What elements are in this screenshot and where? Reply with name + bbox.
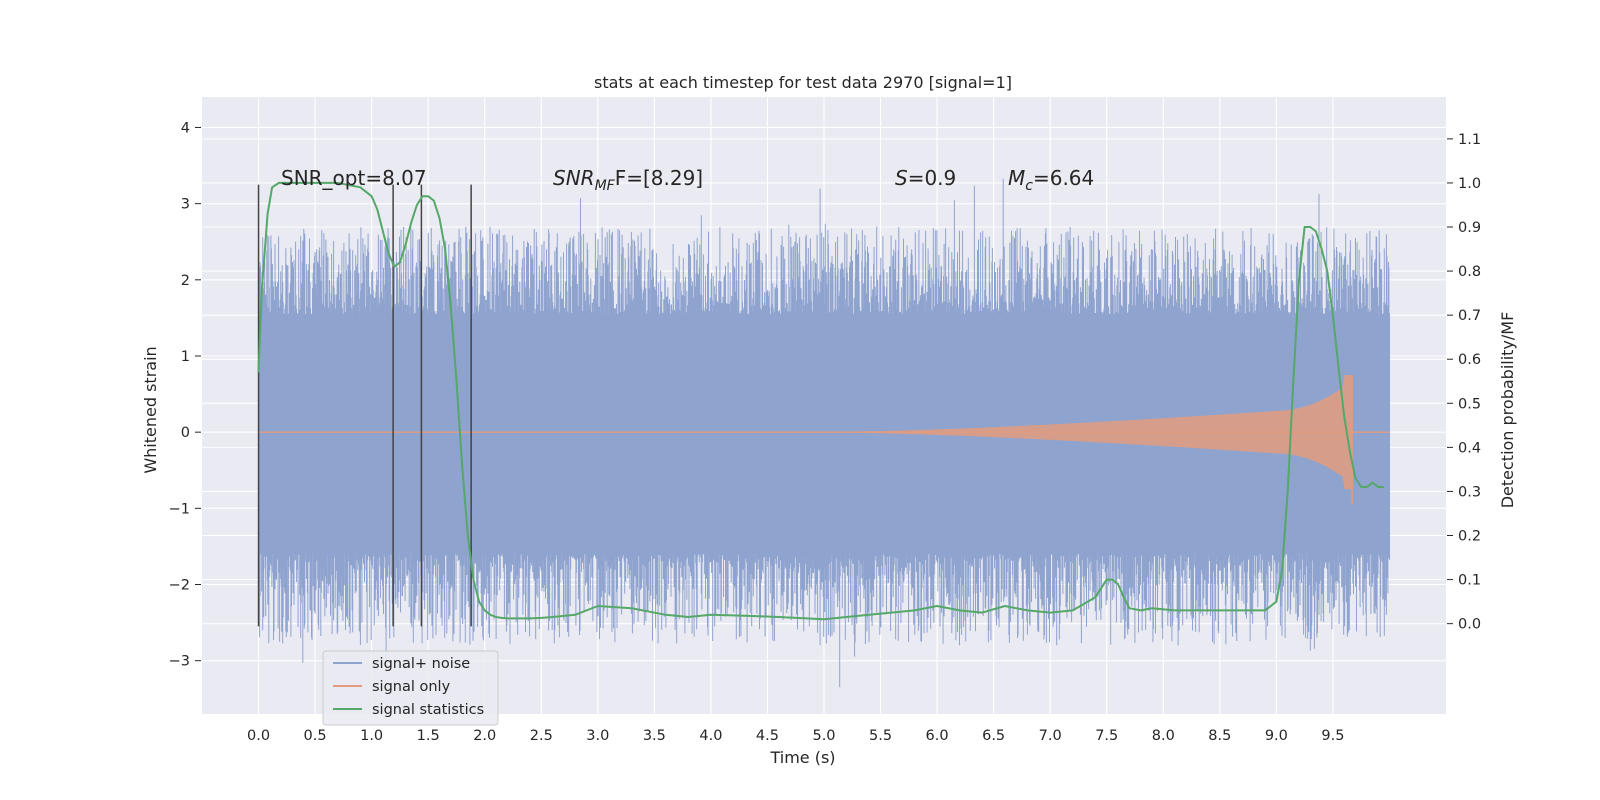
x-tick-label: 2.0 xyxy=(473,728,496,744)
chart-title: stats at each timestep for test data 297… xyxy=(594,73,1012,92)
legend-label-signal-statistics: signal statistics xyxy=(372,702,484,718)
x-tick-label: 1.5 xyxy=(417,728,440,744)
y2-tick-label: 0.9 xyxy=(1458,220,1481,236)
legend-label-signal-only: signal only xyxy=(372,679,451,695)
x-tick-label: 0.0 xyxy=(247,728,270,744)
x-tick-label: 3.0 xyxy=(586,728,609,744)
legend: signal+ noise signal only signal statist… xyxy=(322,650,499,726)
x-tick-label: 8.5 xyxy=(1208,728,1231,744)
x-tick-label: 2.5 xyxy=(530,728,553,744)
annotation-s-symbol: S xyxy=(895,166,908,190)
y-tick-label: −3 xyxy=(169,654,190,670)
y-tick-label: 2 xyxy=(181,273,190,289)
x-tick-label: 4.5 xyxy=(756,728,779,744)
annotation-s: S=0.9 xyxy=(895,166,956,190)
x-tick-label: 3.5 xyxy=(643,728,666,744)
x-axis-label: Time (s) xyxy=(769,748,835,767)
y-tick-label: −2 xyxy=(169,578,190,594)
y2-tick-label: 0.2 xyxy=(1458,529,1481,545)
x-tick-label: 0.5 xyxy=(304,728,327,744)
x-tick-label: 4.0 xyxy=(699,728,722,744)
y2-tick-label: 0.6 xyxy=(1458,352,1481,368)
annotation-snr-mf-main: SNR xyxy=(553,166,595,190)
x-tick-label: 8.0 xyxy=(1152,728,1175,744)
x-tick-label: 5.5 xyxy=(869,728,892,744)
y2-tick-label: 0.8 xyxy=(1458,264,1481,280)
y-tick-label: 4 xyxy=(181,120,190,136)
y-tick-label: −1 xyxy=(169,501,190,517)
x-tick-label: 5.0 xyxy=(812,728,835,744)
x-tick-label: 1.0 xyxy=(360,728,383,744)
y-axis-label: Whitened strain xyxy=(141,346,160,473)
y2-axis-label: Detection probability/MF xyxy=(1498,312,1517,509)
annotation-snr-mf: SNRMFF=[8.29] xyxy=(553,166,703,194)
x-tick-label: 9.5 xyxy=(1321,728,1344,744)
x-tick-label: 7.0 xyxy=(1039,728,1062,744)
annotation-mc: Mc=6.64 xyxy=(1008,166,1094,194)
annotation-mc-symbol: M xyxy=(1008,166,1025,190)
y2-tick-label: 0.5 xyxy=(1458,396,1481,412)
legend-box xyxy=(322,650,499,726)
y-tick-label: 0 xyxy=(181,425,190,441)
x-tick-label: 6.0 xyxy=(926,728,949,744)
y-tick-label: 3 xyxy=(181,197,190,213)
annotation-mc-value: =6.64 xyxy=(1033,166,1094,190)
signal-statistics-series xyxy=(257,181,1384,621)
y2-tick-label: 1.1 xyxy=(1458,132,1481,148)
x-tick-label: 9.0 xyxy=(1265,728,1288,744)
y2-tick-label: 0.4 xyxy=(1458,440,1481,456)
signal-only-envelope xyxy=(857,375,1353,490)
y2-tick-label: 0.7 xyxy=(1458,308,1481,324)
legend-label-signal-noise: signal+ noise xyxy=(372,656,470,672)
y2-tick-label: 0.3 xyxy=(1458,484,1481,500)
y2-tick-label: 0.1 xyxy=(1458,573,1481,589)
y-tick-label: 1 xyxy=(181,349,190,365)
y2-tick-label: 1.0 xyxy=(1458,176,1481,192)
y2-tick-label: 0.0 xyxy=(1458,617,1481,633)
annotation-snr-mf-suffix: F=[8.29] xyxy=(615,166,703,190)
annotation-mc-sub: c xyxy=(1025,178,1033,194)
annotation-s-value: =0.9 xyxy=(908,166,957,190)
annotation-snr-opt: SNR_opt=8.07 xyxy=(281,166,427,190)
annotation-snr-mf-sub: MF xyxy=(595,178,616,194)
x-tick-label: 6.5 xyxy=(982,728,1005,744)
x-tick-label: 7.5 xyxy=(1095,728,1118,744)
